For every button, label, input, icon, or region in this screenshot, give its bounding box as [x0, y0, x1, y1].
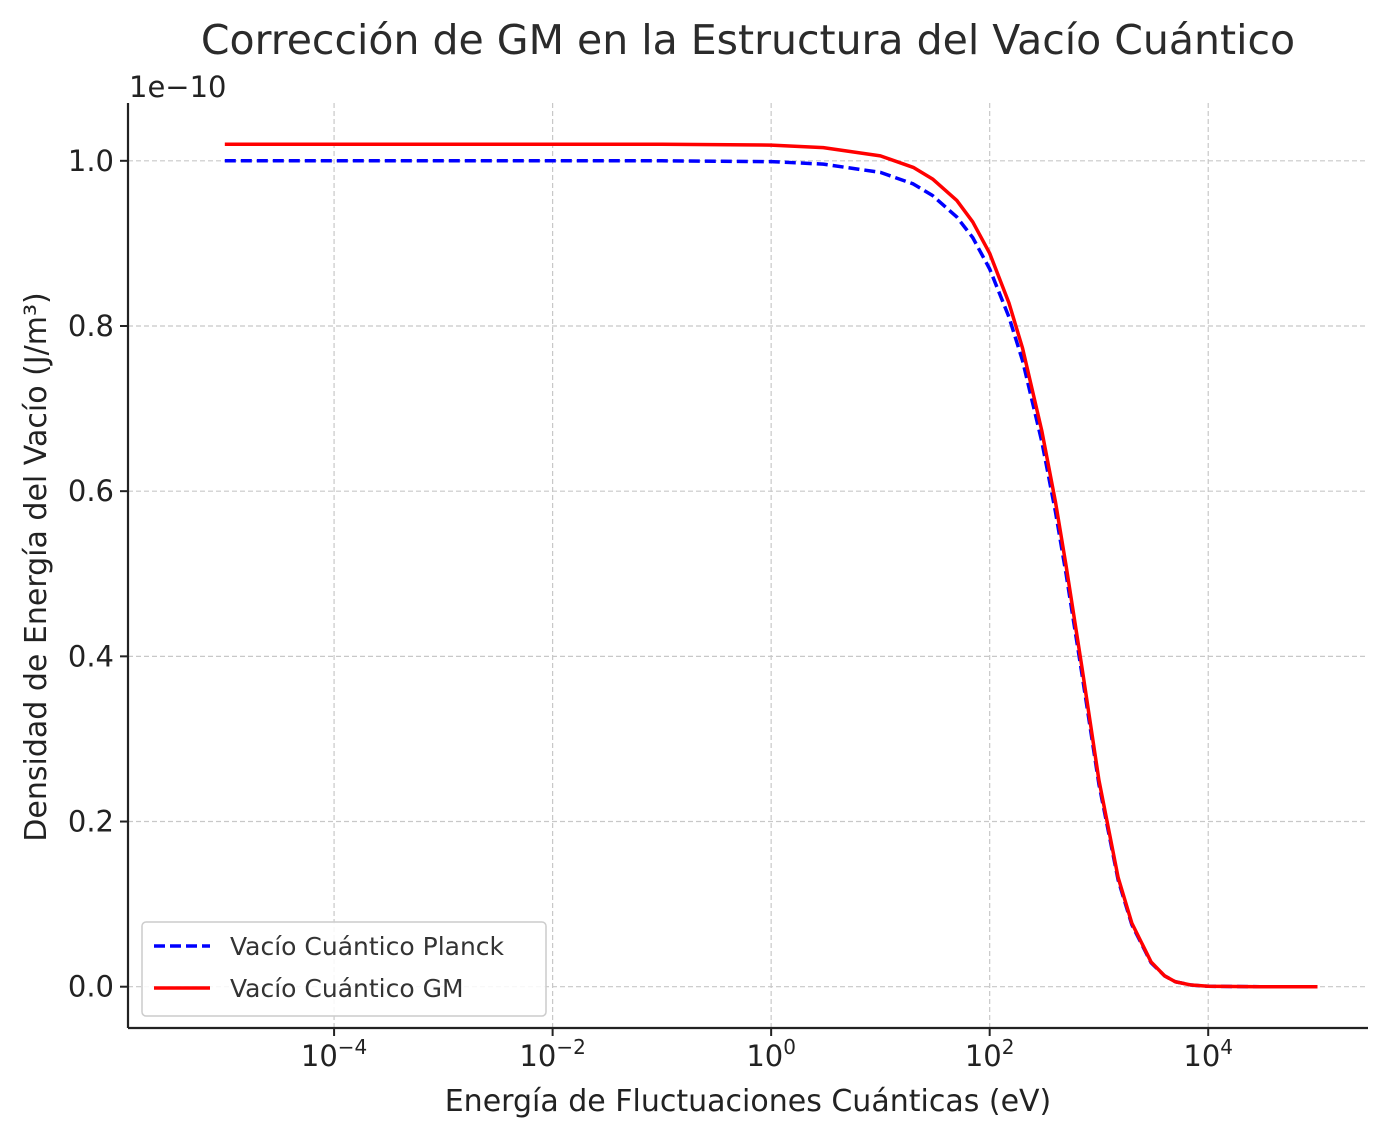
- x-tick-label: 104: [1183, 1035, 1233, 1073]
- y-axis-ticks: 0.0 0.2 0.4 0.6 0.8 1.0: [68, 144, 128, 1004]
- legend-label-planck: Vacío Cuántico Planck: [230, 932, 505, 961]
- series-line-gm: [224, 142, 1318, 989]
- x-axis-label: Energía de Fluctuaciones Cuánticas (eV): [445, 1084, 1052, 1119]
- legend-frame: [141, 921, 547, 1017]
- legend: Vacío Cuántico Planck Vacío Cuántico GM: [141, 921, 547, 1017]
- y-tick-label: 0.2: [68, 805, 114, 839]
- series-line-planck: [224, 159, 1318, 989]
- y-tick-label: 0.8: [68, 309, 114, 343]
- y-tick-label: 0.4: [68, 639, 114, 673]
- x-tick-label: 10−2: [519, 1035, 585, 1073]
- chart-title: Corrección de GM en la Estructura del Va…: [201, 16, 1295, 64]
- x-tick-label: 10−4: [301, 1035, 367, 1073]
- y-tick-label: 0.0: [68, 970, 114, 1004]
- y-tick-label: 0.6: [68, 474, 114, 508]
- x-axis-ticks: 10−4 10−2 100 102 104: [301, 1028, 1233, 1073]
- y-offset-label: 1e−10: [129, 70, 227, 104]
- axes-spines: [126, 103, 1368, 1030]
- legend-label-gm: Vacío Cuántico GM: [230, 974, 464, 1003]
- series-lines: [224, 142, 1318, 989]
- y-tick-label: 1.0: [68, 144, 114, 178]
- x-tick-label: 102: [965, 1035, 1015, 1073]
- gridlines: [128, 103, 1368, 1028]
- y-axis-label: Densidad de Energía del Vacío (J/m³): [19, 292, 54, 841]
- x-tick-label: 100: [746, 1035, 796, 1073]
